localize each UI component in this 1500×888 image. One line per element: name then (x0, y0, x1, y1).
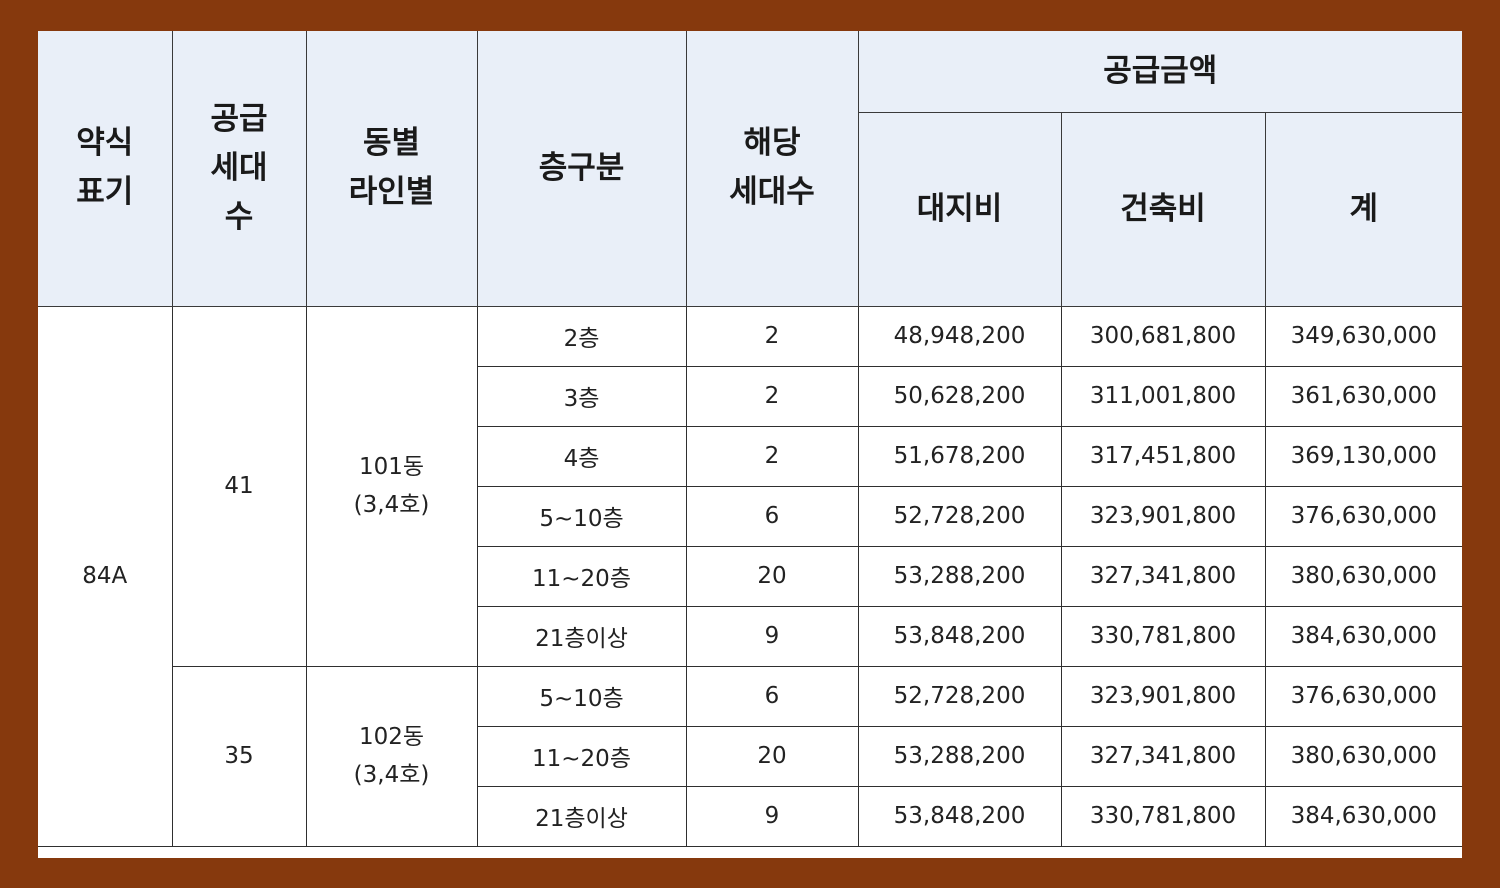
total-cell: 376,630,000 (1264, 485, 1462, 547)
price-table-panel: 약식 표기 공급 세대 수 동별 라인별 층구분 해당 세대수 공급금액 (38, 31, 1462, 858)
building-cell: 323,901,800 (1060, 665, 1266, 727)
header-supply-units: 공급 세대 수 (171, 31, 307, 307)
building-cell: 327,341,800 (1060, 725, 1266, 787)
floor-cell: 11~20층 (477, 545, 687, 607)
floor-cell: 3층 (477, 365, 687, 427)
floor-cell: 4층 (477, 425, 687, 487)
land-cell: 52,728,200 (857, 665, 1062, 727)
supply-cell: 41 (171, 305, 307, 667)
land-cell: 53,288,200 (857, 725, 1062, 787)
units-cell: 2 (685, 425, 859, 487)
total-cell: 380,630,000 (1264, 545, 1462, 607)
building-cell: 300,681,800 (1060, 305, 1266, 367)
units-cell: 20 (685, 725, 859, 787)
dong-cell: 102동 (3,4호) (305, 665, 478, 847)
units-cell: 2 (685, 365, 859, 427)
land-cell: 48,948,200 (857, 305, 1062, 367)
units-cell: 9 (685, 785, 859, 847)
units-cell: 9 (685, 605, 859, 667)
dong-cell: 101동 (3,4호) (305, 305, 478, 667)
building-cell: 330,781,800 (1060, 605, 1266, 667)
land-cell: 50,628,200 (857, 365, 1062, 427)
header-dong-line: 동별 라인별 (305, 31, 478, 307)
header-units: 해당 세대수 (685, 31, 859, 307)
total-cell: 361,630,000 (1264, 365, 1462, 427)
floor-cell: 21층이상 (477, 605, 687, 667)
total-cell: 369,130,000 (1264, 425, 1462, 487)
header-total: 계 (1264, 111, 1462, 307)
land-cell: 53,848,200 (857, 605, 1062, 667)
units-cell: 6 (685, 485, 859, 547)
total-cell: 349,630,000 (1264, 305, 1462, 367)
building-cell: 327,341,800 (1060, 545, 1266, 607)
header-floor: 층구분 (476, 31, 687, 307)
supply-cell: 35 (172, 665, 307, 847)
total-cell: 384,630,000 (1264, 605, 1462, 667)
total-cell: 380,630,000 (1264, 725, 1462, 787)
units-cell: 20 (685, 545, 859, 607)
supply-price-table: 약식 표기 공급 세대 수 동별 라인별 층구분 해당 세대수 공급금액 (38, 31, 1462, 847)
header-land: 대지비 (858, 111, 1062, 307)
floor-cell: 21층이상 (477, 785, 687, 847)
total-cell: 384,630,000 (1264, 785, 1462, 847)
floor-cell: 11~20층 (477, 725, 687, 787)
units-cell: 2 (685, 305, 859, 367)
land-cell: 53,848,200 (857, 785, 1062, 847)
building-cell: 330,781,800 (1060, 785, 1266, 847)
land-cell: 52,728,200 (857, 485, 1062, 547)
building-cell: 311,001,800 (1060, 365, 1266, 427)
header-building: 건축비 (1060, 111, 1266, 307)
units-cell: 6 (685, 665, 859, 727)
header-price-group: 공급금액 (857, 31, 1462, 113)
building-cell: 323,901,800 (1060, 485, 1266, 547)
type-cell: 84A (38, 305, 173, 847)
land-cell: 53,288,200 (857, 545, 1062, 607)
land-cell: 51,678,200 (857, 425, 1062, 487)
floor-cell: 5~10층 (477, 485, 687, 547)
header-abbr: 약식 표기 (38, 31, 173, 307)
building-cell: 317,451,800 (1060, 425, 1266, 487)
total-cell: 376,630,000 (1264, 665, 1462, 727)
floor-cell: 2층 (476, 305, 687, 367)
floor-cell: 5~10층 (476, 665, 687, 727)
